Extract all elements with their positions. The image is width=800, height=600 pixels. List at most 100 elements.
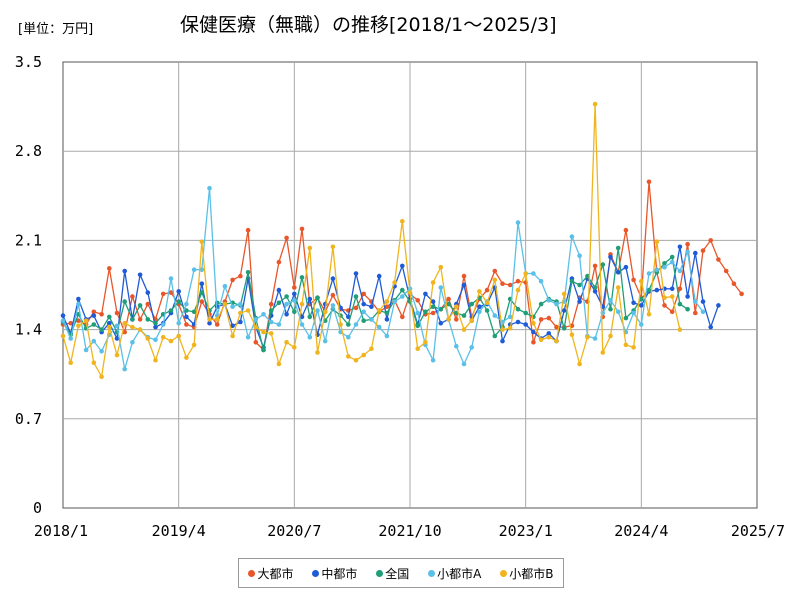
y-tick-label: 1.4 [15, 321, 42, 339]
data-point [307, 245, 313, 251]
data-point [631, 300, 636, 306]
data-point [646, 271, 652, 276]
data-point [122, 268, 127, 274]
data-point [384, 333, 390, 339]
data-point [538, 317, 544, 322]
data-point [693, 299, 698, 304]
data-point [292, 345, 297, 350]
data-point [137, 317, 143, 322]
data-point [361, 352, 367, 358]
x-tick-label: 2021/10 [378, 522, 441, 540]
data-point [68, 360, 73, 366]
data-point [137, 272, 143, 278]
data-point [669, 286, 675, 292]
data-point [91, 338, 97, 344]
data-point [438, 285, 444, 290]
data-point [646, 287, 652, 293]
data-point [207, 320, 212, 326]
data-point [122, 329, 127, 335]
data-point [145, 317, 151, 322]
data-point [577, 282, 582, 288]
data-point [685, 306, 690, 312]
data-point [546, 298, 552, 303]
data-point [91, 322, 97, 327]
data-point [507, 314, 513, 320]
data-point [222, 301, 228, 307]
data-point [415, 323, 421, 329]
data-point [168, 276, 174, 281]
data-point [569, 332, 575, 338]
data-point [554, 301, 559, 307]
unit-label: [単位：万円] [18, 22, 94, 37]
data-point [315, 350, 320, 355]
data-point [238, 301, 243, 307]
data-point [83, 347, 89, 353]
data-point [299, 275, 305, 280]
data-point [461, 361, 467, 367]
data-point [592, 289, 598, 294]
data-point [292, 285, 297, 290]
data-point [515, 220, 521, 225]
data-point [531, 340, 536, 345]
data-point [184, 301, 189, 307]
data-point [199, 299, 205, 304]
legend-item: 大都市 [248, 565, 293, 582]
data-point [523, 271, 528, 276]
data-point [353, 357, 359, 363]
data-point [639, 303, 644, 308]
series-3 [60, 185, 706, 372]
series-line [62, 188, 704, 370]
data-point [168, 308, 174, 313]
data-point [654, 239, 660, 244]
data-point [400, 219, 405, 224]
data-point [631, 345, 636, 350]
data-point [76, 318, 81, 324]
data-point [60, 313, 66, 318]
data-point [238, 273, 243, 279]
data-point [500, 338, 505, 344]
data-point [430, 280, 436, 285]
data-point [160, 334, 166, 340]
data-point [68, 320, 73, 326]
data-point [677, 327, 683, 332]
data-point [654, 267, 660, 273]
data-point [716, 303, 721, 308]
data-point [253, 317, 259, 322]
data-point [669, 259, 675, 265]
data-point [477, 309, 482, 315]
data-point [569, 278, 575, 284]
data-point [654, 287, 660, 293]
x-axis-ticks: 2018/1 2019/4 2020/7 2021/10 2023/1 2024/4 202… [34, 522, 785, 540]
data-point [191, 267, 197, 273]
legend-marker [248, 569, 256, 577]
data-point [191, 309, 197, 315]
data-point [669, 309, 675, 315]
data-point [531, 271, 536, 276]
data-point [646, 312, 652, 317]
data-point [531, 329, 536, 335]
data-point [276, 361, 282, 367]
data-point [623, 227, 629, 233]
data-point [292, 309, 297, 315]
data-point [122, 366, 127, 372]
data-point [184, 314, 189, 320]
data-point [107, 320, 112, 326]
y-tick-label: 2.8 [15, 142, 42, 160]
data-point [60, 333, 66, 339]
data-point [507, 282, 513, 288]
data-point [176, 299, 181, 304]
data-point [322, 309, 328, 315]
legend-item: 全国 [376, 565, 409, 582]
data-point [299, 226, 305, 232]
data-point [631, 277, 636, 283]
data-point [307, 296, 313, 302]
data-point [114, 352, 120, 358]
data-point [299, 314, 305, 320]
data-point [423, 340, 428, 345]
data-point [307, 314, 313, 320]
data-point [376, 308, 382, 313]
data-point [415, 298, 421, 303]
data-point [184, 308, 189, 313]
data-point [107, 314, 112, 320]
